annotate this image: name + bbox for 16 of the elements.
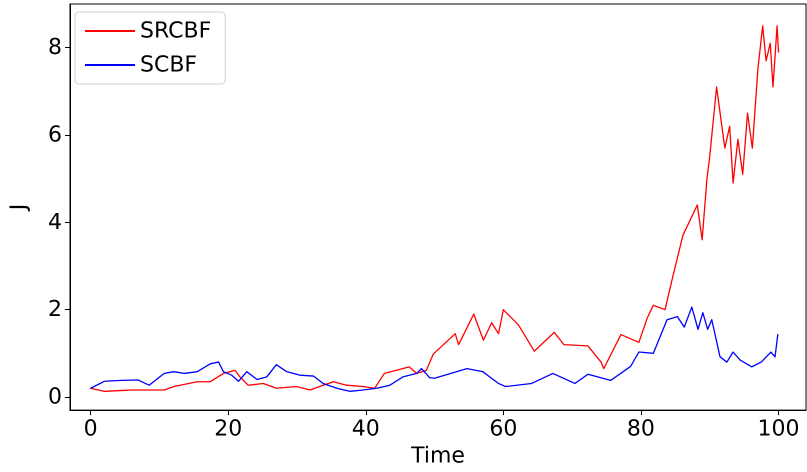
x-tick-label: 20 [214,416,242,442]
x-tick-label: 0 [84,416,98,442]
y-tick-label: 2 [48,297,62,322]
x-tick-label: 80 [626,416,655,442]
y-tick-label: 4 [48,210,62,235]
y-tick-label: 8 [48,35,62,60]
y-tick-label: 0 [48,384,62,410]
legend-label: SRCBF [140,18,212,44]
line-series [90,306,778,392]
x-tick-label: 60 [489,416,518,442]
x-tick-label: 100 [757,416,800,442]
x-axis-title: Time [410,444,465,468]
y-tick-label: 6 [48,122,62,148]
y-axis-title: J [6,204,32,212]
x-tick-label: 40 [352,416,380,442]
legend-label: SCBF [140,52,198,78]
